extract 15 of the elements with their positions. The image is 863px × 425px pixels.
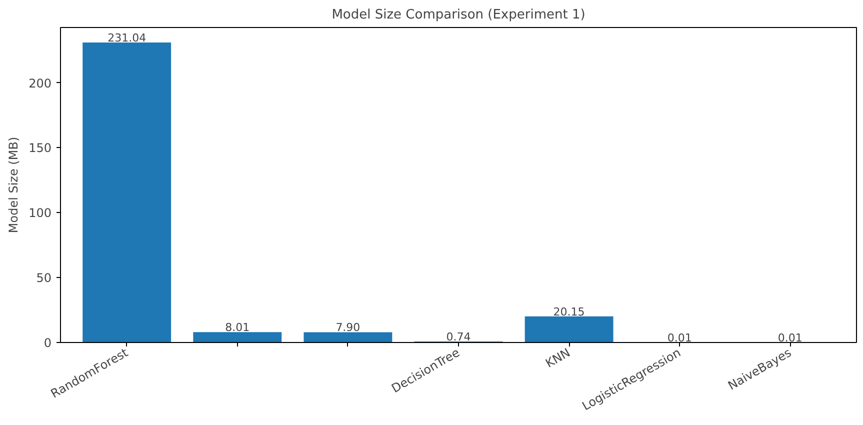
data-label: 7.90 (336, 321, 360, 334)
data-label: 20.15 (553, 305, 585, 318)
data-label: 0.01 (667, 331, 692, 344)
y-tick-label: 150 (28, 141, 52, 156)
data-label: 8.01 (225, 321, 250, 334)
y-tick-label: 100 (28, 206, 52, 220)
data-label: 0.01 (778, 331, 802, 344)
data-label: 231.04 (108, 32, 146, 45)
y-tick-label: 50 (36, 271, 52, 286)
chart-title: Model Size Comparison (Experiment 1) (332, 8, 586, 22)
y-tick-label: 0 (44, 336, 52, 350)
x-tick-label: KNN (543, 345, 573, 370)
data-label: 0.74 (446, 330, 471, 344)
y-tick-label: 200 (28, 76, 52, 90)
y-axis-title: Model Size (MB) (6, 136, 21, 234)
